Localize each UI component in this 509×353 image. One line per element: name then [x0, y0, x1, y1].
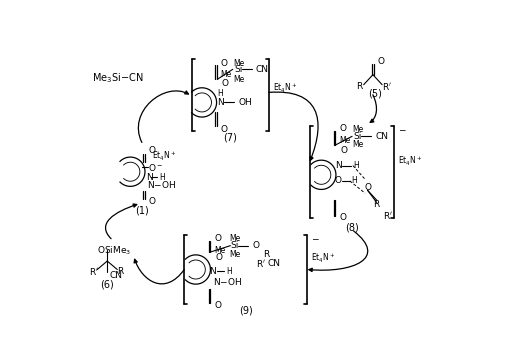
- Text: R: R: [374, 199, 380, 209]
- Text: O: O: [252, 241, 259, 250]
- Text: (7): (7): [223, 132, 237, 142]
- FancyArrowPatch shape: [134, 259, 184, 284]
- Text: (8): (8): [345, 222, 359, 232]
- Text: Et$_4$N$^+$: Et$_4$N$^+$: [152, 150, 176, 163]
- FancyArrowPatch shape: [370, 95, 377, 122]
- Text: N: N: [209, 267, 216, 276]
- Text: (1): (1): [135, 205, 149, 215]
- Text: Si: Si: [230, 241, 239, 250]
- Text: CN: CN: [109, 271, 123, 280]
- Text: O: O: [378, 57, 384, 66]
- Text: O: O: [148, 146, 155, 155]
- Text: Me: Me: [220, 70, 232, 79]
- Text: Me: Me: [229, 234, 240, 243]
- Text: OSiMe$_3$: OSiMe$_3$: [97, 244, 131, 257]
- Text: Me: Me: [214, 246, 225, 255]
- Text: H: H: [353, 161, 359, 170]
- Text: OH: OH: [239, 98, 252, 107]
- Text: Et$_4$N$^+$: Et$_4$N$^+$: [273, 82, 297, 95]
- Text: Me: Me: [229, 250, 240, 259]
- Text: R$'$: R$'$: [89, 266, 99, 277]
- Text: Me: Me: [352, 125, 363, 134]
- Text: O: O: [214, 234, 221, 243]
- Text: Et$_4$N$^+$: Et$_4$N$^+$: [312, 251, 335, 264]
- Text: O: O: [221, 79, 229, 89]
- Text: H: H: [217, 89, 223, 98]
- Text: R$'$: R$'$: [382, 81, 392, 92]
- Text: CN: CN: [256, 65, 269, 74]
- Text: R: R: [356, 82, 362, 91]
- Text: N$-$OH: N$-$OH: [147, 179, 176, 190]
- Text: Me: Me: [352, 140, 363, 149]
- Text: N$-$OH: N$-$OH: [213, 276, 242, 287]
- Text: H: H: [159, 173, 164, 181]
- Text: (6): (6): [100, 280, 114, 290]
- Text: $-$: $-$: [398, 124, 406, 133]
- Text: N: N: [335, 161, 342, 170]
- Text: H: H: [226, 267, 232, 276]
- Text: O$^-$: O$^-$: [148, 162, 163, 173]
- FancyArrowPatch shape: [309, 231, 368, 271]
- Text: Si: Si: [353, 132, 362, 141]
- Text: O: O: [335, 176, 342, 185]
- Text: R$'$: R$'$: [256, 258, 266, 269]
- Text: $-$: $-$: [310, 233, 319, 243]
- Text: O: O: [215, 253, 222, 262]
- Text: O: O: [340, 146, 347, 155]
- Text: Si: Si: [234, 65, 242, 74]
- FancyArrowPatch shape: [105, 204, 137, 239]
- Text: O: O: [339, 214, 346, 222]
- Text: N: N: [147, 173, 153, 181]
- Text: CN: CN: [375, 132, 388, 141]
- Text: CN: CN: [267, 259, 280, 268]
- Text: O: O: [214, 301, 221, 310]
- Text: O: O: [364, 183, 371, 192]
- Text: (9): (9): [239, 305, 253, 315]
- Text: O: O: [220, 59, 228, 68]
- FancyArrowPatch shape: [269, 92, 318, 160]
- Text: Me: Me: [339, 136, 350, 145]
- Text: N: N: [217, 98, 224, 107]
- Text: O: O: [148, 197, 155, 206]
- Text: H: H: [351, 176, 357, 185]
- Text: (5): (5): [369, 89, 382, 99]
- Text: R$'$: R$'$: [383, 210, 393, 221]
- Text: Et$_4$N$^+$: Et$_4$N$^+$: [399, 155, 422, 168]
- Text: O: O: [339, 124, 346, 133]
- Text: R: R: [264, 250, 270, 259]
- Text: O: O: [220, 125, 228, 134]
- Text: Me: Me: [233, 75, 244, 84]
- FancyArrowPatch shape: [138, 91, 188, 143]
- Text: Me$_3$Si$-$CN: Me$_3$Si$-$CN: [92, 72, 143, 85]
- Text: R: R: [117, 267, 124, 276]
- Text: Me: Me: [233, 59, 244, 68]
